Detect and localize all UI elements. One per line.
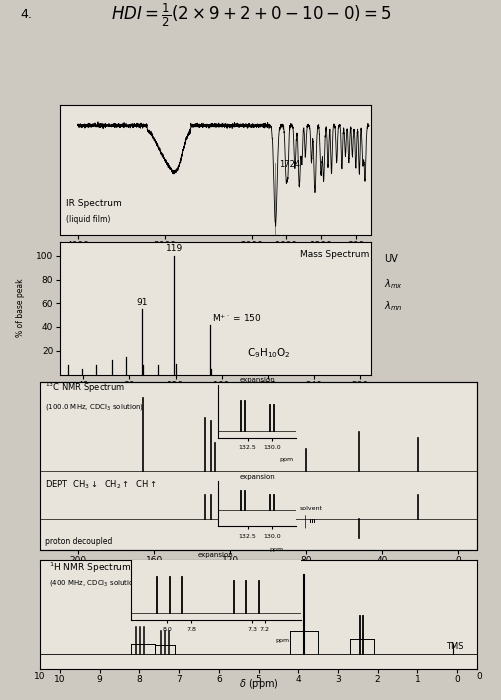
Text: $\delta$ (ppm): $\delta$ (ppm): [238, 678, 278, 692]
Text: IR Spectrum: IR Spectrum: [66, 199, 122, 208]
Text: $^1$H NMR Spectrum: $^1$H NMR Spectrum: [49, 561, 131, 575]
Text: expansion: expansion: [239, 377, 275, 384]
Text: 91: 91: [136, 298, 147, 307]
Text: 1724: 1724: [278, 160, 299, 169]
Text: 119: 119: [165, 244, 183, 253]
Text: Mass Spectrum: Mass Spectrum: [299, 251, 369, 260]
Text: $\lambda_{mn}$: $\lambda_{mn}$: [383, 300, 402, 313]
Text: (liquid film): (liquid film): [66, 214, 111, 223]
Text: C$_9$H$_{10}$O$_2$: C$_9$H$_{10}$O$_2$: [246, 346, 290, 360]
Text: 10: 10: [35, 672, 46, 681]
Text: M$^{+\cdot}$ = 150: M$^{+\cdot}$ = 150: [212, 312, 262, 324]
Text: UV: UV: [383, 255, 397, 265]
Text: TMS: TMS: [445, 642, 463, 651]
Text: $\lambda_{mx}$: $\lambda_{mx}$: [383, 277, 402, 290]
Text: (100.0 MHz, CDCl$_3$ solution): (100.0 MHz, CDCl$_3$ solution): [45, 402, 143, 412]
X-axis label: V (cm$^{-1}$): V (cm$^{-1}$): [193, 252, 237, 267]
Text: ppm: ppm: [279, 457, 293, 462]
X-axis label: $\delta$ (ppm): $\delta$ (ppm): [238, 568, 278, 582]
Text: ppm: ppm: [275, 638, 289, 643]
Text: DEPT  CH$_3\downarrow$  CH$_2\uparrow$  CH$\uparrow$: DEPT CH$_3\downarrow$ CH$_2\uparrow$ CH$…: [45, 479, 156, 491]
Text: expansion: expansion: [197, 552, 233, 558]
Text: (400 MHz, CDCl$_3$ solution): (400 MHz, CDCl$_3$ solution): [49, 578, 141, 589]
Text: $HDI = \frac{1}{2}(2\times9+2+0-10-0) = 5$: $HDI = \frac{1}{2}(2\times9+2+0-10-0) = …: [110, 2, 391, 29]
Text: solvent: solvent: [300, 505, 323, 511]
Text: 0: 0: [475, 672, 481, 681]
Text: ppm: ppm: [269, 547, 283, 552]
Text: proton decoupled: proton decoupled: [45, 537, 112, 546]
Text: $^{13}$C NMR Spectrum: $^{13}$C NMR Spectrum: [45, 381, 124, 395]
Text: expansion: expansion: [239, 474, 275, 480]
Text: 4.: 4.: [20, 8, 32, 21]
X-axis label: $m/e$: $m/e$: [205, 392, 225, 405]
Text: % of base peak: % of base peak: [16, 279, 25, 337]
